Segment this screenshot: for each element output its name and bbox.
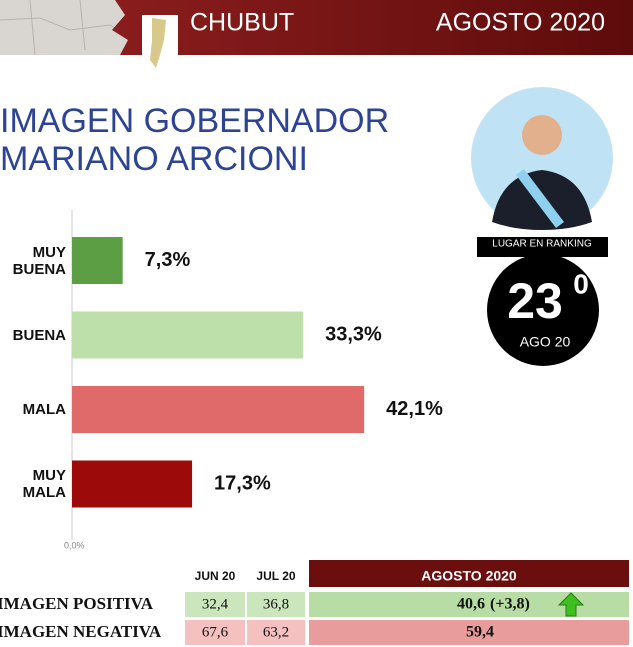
header-band xyxy=(112,0,633,55)
value-label: 17,3% xyxy=(214,472,271,494)
table-cell xyxy=(309,620,629,645)
column-header: JUL 20 xyxy=(256,569,295,583)
table-value: 63,2 xyxy=(263,624,289,640)
bar xyxy=(72,460,193,508)
bar xyxy=(72,386,365,433)
portrait-sash xyxy=(516,168,564,229)
argentina-icon xyxy=(150,18,166,68)
title-line: IMAGEN GOBERNADOR xyxy=(0,102,389,140)
value-label: 42,1% xyxy=(386,398,443,420)
period: AGOSTO 2020 xyxy=(436,9,605,37)
row-label: IMAGEN POSITIVA xyxy=(0,594,154,613)
region: CHUBUT xyxy=(190,9,294,37)
title-line: MARIANO ARCIONI xyxy=(0,140,308,178)
ranking-superscript: 0 xyxy=(573,268,589,299)
value-label: 33,3% xyxy=(325,323,382,345)
table-cell xyxy=(247,592,305,617)
table-value: 67,6 xyxy=(202,624,229,640)
table-value: 36,8 xyxy=(263,596,289,612)
x-tick-label: 0,0% xyxy=(64,540,85,550)
table-cell xyxy=(185,620,245,645)
bar xyxy=(72,311,304,359)
table-value: 32,4 xyxy=(202,596,229,612)
table-header-bg xyxy=(309,560,629,587)
ranking-circle xyxy=(487,254,599,366)
category-label: MUY BUENA xyxy=(12,243,66,278)
ranking-date: AGO 20 xyxy=(520,334,571,350)
ranking-caption: LUGAR EN RANKING xyxy=(492,239,592,250)
table-change: (+3,8) xyxy=(490,596,530,613)
column-header: AGOSTO 2020 xyxy=(421,568,517,584)
table-cell xyxy=(185,592,245,617)
category-label: MUY MALA xyxy=(22,467,66,501)
category-label: BUENA xyxy=(12,326,66,344)
table-value: 40,6 xyxy=(457,596,485,613)
ranking-position: 23 xyxy=(507,273,563,329)
column-header: JUN 20 xyxy=(195,569,236,583)
bar xyxy=(72,237,123,284)
up-arrow xyxy=(557,592,585,617)
category-label: MALA xyxy=(22,401,66,418)
portrait-face xyxy=(522,115,562,155)
row-label: IMAGEN NEGATIVA xyxy=(0,622,162,641)
table-cell xyxy=(247,620,305,645)
value-label: 7,3% xyxy=(145,249,191,271)
ranking-caption-bg xyxy=(477,237,608,257)
table-value: 59,4 xyxy=(466,624,494,641)
